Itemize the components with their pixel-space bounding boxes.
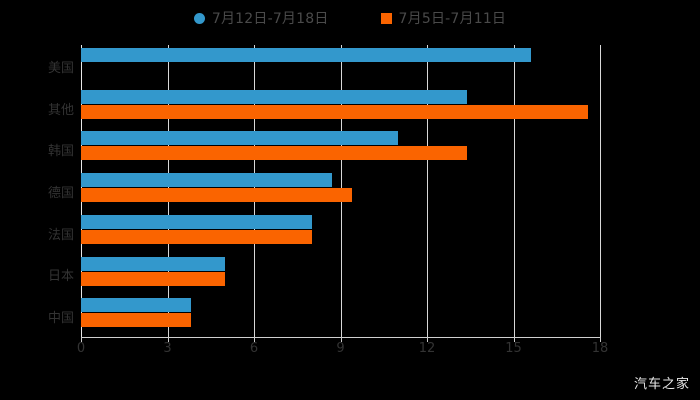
y-tick-label: 日本 bbox=[47, 269, 74, 285]
circle-marker-icon bbox=[193, 12, 205, 24]
bar-series-2[interactable] bbox=[81, 188, 353, 203]
bar-series-1[interactable] bbox=[81, 89, 468, 104]
bar-series-1[interactable] bbox=[81, 214, 312, 229]
x-tick-label: 3 bbox=[163, 341, 172, 356]
bar-series-1[interactable] bbox=[81, 173, 332, 188]
bar-series-1[interactable] bbox=[81, 256, 226, 271]
y-tick-label: 其他 bbox=[47, 102, 74, 118]
chart-legend: 7月12日-7月18日 7月5日-7月11日 bbox=[0, 8, 700, 28]
legend-item-series-1[interactable]: 7月12日-7月18日 bbox=[193, 8, 329, 28]
bar-group bbox=[81, 212, 600, 254]
y-tick-label: 中国 bbox=[47, 311, 74, 327]
bar-series-1[interactable] bbox=[81, 48, 531, 62]
bar-group bbox=[81, 45, 600, 87]
plot-area bbox=[81, 45, 601, 337]
bar-series-2[interactable] bbox=[81, 271, 226, 286]
bar-group bbox=[81, 128, 600, 170]
x-tick-mark bbox=[167, 337, 169, 342]
legend-label-series-1: 7月12日-7月18日 bbox=[211, 11, 329, 27]
bar-group bbox=[81, 87, 600, 129]
gridline bbox=[427, 45, 428, 337]
bar-group bbox=[81, 295, 600, 337]
legend-label-series-2: 7月5日-7月11日 bbox=[398, 11, 507, 27]
bar-rows bbox=[81, 45, 600, 337]
x-tick-label: 15 bbox=[505, 341, 522, 356]
bar-group bbox=[81, 254, 600, 296]
x-tick-mark bbox=[427, 337, 428, 342]
bar-series-2[interactable] bbox=[81, 146, 468, 161]
square-marker-icon bbox=[380, 12, 392, 24]
y-tick-label: 德国 bbox=[47, 186, 74, 201]
bar-series-2[interactable] bbox=[81, 313, 191, 328]
x-tick-mark bbox=[600, 337, 601, 342]
y-tick-label: 韩国 bbox=[47, 144, 74, 160]
x-tick-label: 12 bbox=[418, 341, 436, 356]
bar-group bbox=[81, 170, 600, 212]
bar-series-2[interactable] bbox=[81, 229, 312, 244]
gridline bbox=[513, 45, 515, 337]
x-tick-label: 18 bbox=[591, 341, 609, 356]
y-tick-label: 法国 bbox=[47, 227, 74, 243]
gridline bbox=[600, 45, 601, 337]
y-axis-labels: 美国其他韩国德国法国日本中国 bbox=[0, 45, 74, 337]
x-tick-mark bbox=[513, 337, 515, 342]
bar-series-1[interactable] bbox=[81, 298, 191, 313]
watermark: 汽车之家 bbox=[633, 377, 690, 392]
legend-item-series-2[interactable]: 7月5日-7月11日 bbox=[380, 8, 507, 28]
x-tick-mark bbox=[254, 337, 255, 342]
y-tick-label: 美国 bbox=[47, 60, 74, 76]
x-tick-mark bbox=[81, 337, 82, 342]
bar-series-1[interactable] bbox=[81, 131, 399, 146]
x-tick-label: 6 bbox=[249, 341, 259, 356]
x-axis-labels: 0 3 6 9 12 15 18 bbox=[0, 341, 700, 361]
x-tick-label: 9 bbox=[336, 341, 345, 356]
x-tick-mark bbox=[340, 337, 342, 342]
x-tick-label: 0 bbox=[76, 341, 86, 356]
bar-series-2[interactable] bbox=[81, 104, 589, 119]
